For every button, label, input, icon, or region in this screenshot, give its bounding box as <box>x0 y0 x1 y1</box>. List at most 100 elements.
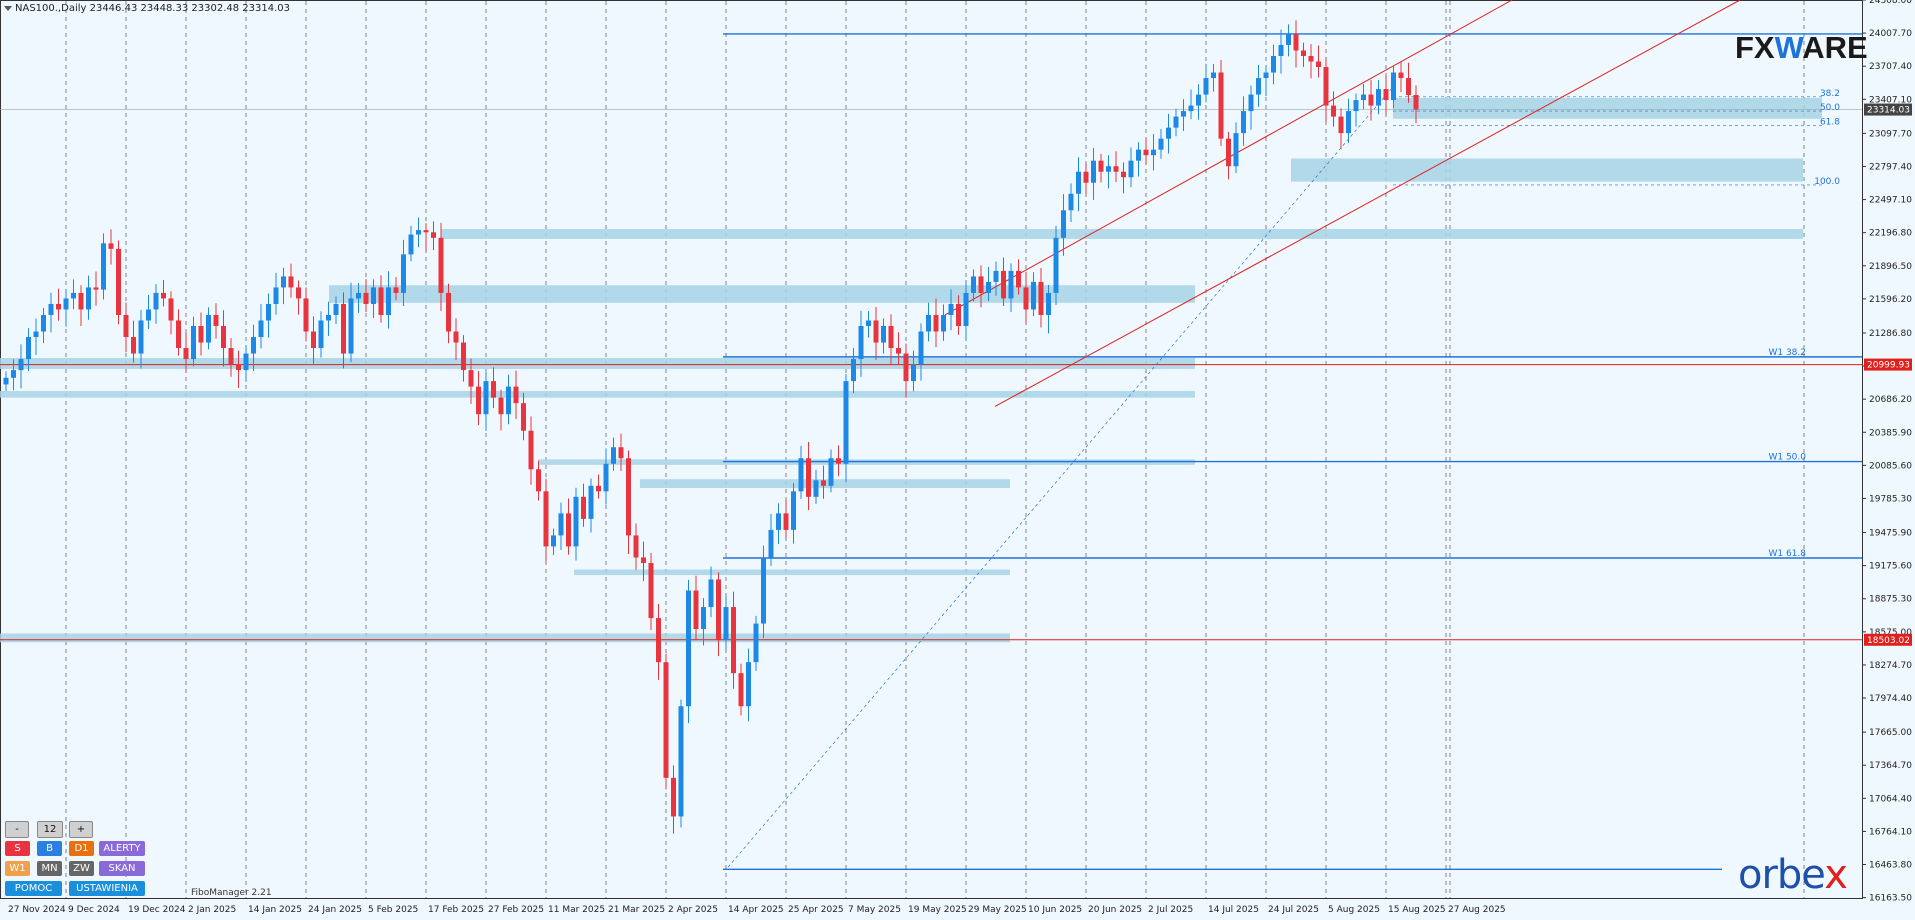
candle-body <box>446 292 451 332</box>
indicator-label: FiboManager 2.21 <box>191 888 272 898</box>
price-tick-label: 16163.50 <box>1869 894 1912 904</box>
candle-body <box>1248 94 1254 112</box>
candle-body <box>1023 287 1029 310</box>
candle-body <box>1391 72 1396 101</box>
candle-body <box>798 458 804 492</box>
candle-body <box>161 292 166 299</box>
candle-body <box>423 230 429 233</box>
candle-body <box>191 326 196 360</box>
candle-body <box>641 557 646 563</box>
candle-body <box>1031 281 1036 310</box>
candle-body <box>843 381 849 464</box>
candle-body <box>1173 116 1179 128</box>
candle-body <box>326 314 331 321</box>
chart-header: NAS100.,Daily 23446.43 23448.33 23302.48… <box>4 3 290 14</box>
candle-body <box>573 496 579 547</box>
mn-button[interactable]: MN <box>37 861 62 876</box>
candle-body <box>273 287 279 304</box>
date-tick-label: 15 Aug 2025 <box>1388 905 1446 915</box>
candle-body <box>723 607 729 641</box>
candle-body <box>1361 94 1366 101</box>
fib-label: 38.2 <box>1820 89 1840 99</box>
candle-body <box>618 447 624 459</box>
candle-body <box>228 348 234 365</box>
date-tick-label: 7 May 2025 <box>848 905 901 915</box>
candle-body <box>528 430 534 470</box>
price-tick-label: 21286.80 <box>1869 329 1912 339</box>
candle-body <box>198 326 204 343</box>
candle-body <box>1136 149 1141 161</box>
candle-body <box>26 337 31 360</box>
candle-body <box>311 331 316 349</box>
support-zone <box>0 357 1195 369</box>
candle-body <box>1376 89 1381 106</box>
candle-body <box>768 529 774 558</box>
candle-body <box>1091 160 1096 183</box>
candle-body <box>948 303 954 315</box>
candle-body <box>371 287 376 304</box>
candle-body <box>1188 105 1194 112</box>
candle-body <box>101 243 106 290</box>
candle-body <box>461 342 466 371</box>
candle-body <box>86 287 91 310</box>
price-tick-label: 17364.70 <box>1869 761 1912 771</box>
date-tick-label: 11 Mar 2025 <box>548 905 605 915</box>
support-zone <box>441 229 1803 239</box>
candle-body <box>866 320 871 327</box>
candle-body <box>438 237 444 293</box>
date-tick-label: 21 Mar 2025 <box>608 905 665 915</box>
channel-line <box>994 0 1741 407</box>
menu-triangle-icon[interactable] <box>4 5 12 11</box>
alerty-button[interactable]: ALERTY <box>99 841 145 856</box>
trend-line <box>727 86 1394 868</box>
candle-body <box>258 320 264 338</box>
price-tick-label: 22196.80 <box>1869 229 1912 239</box>
zw-button[interactable]: ZW <box>69 861 94 876</box>
candle-body <box>1233 133 1239 167</box>
skan-button[interactable]: SKAN <box>99 861 145 876</box>
candle-body <box>56 303 61 310</box>
price-tick-label: 16764.10 <box>1869 827 1912 837</box>
candle-body <box>881 326 886 343</box>
increase-button[interactable]: + <box>69 821 93 838</box>
candle-body <box>1218 72 1224 139</box>
candle-body <box>693 590 699 630</box>
d1-button[interactable]: D1 <box>69 841 94 856</box>
buy-button[interactable]: B <box>37 841 62 856</box>
candle-body <box>11 370 16 378</box>
sell-button[interactable]: S <box>5 841 30 856</box>
candle-body <box>633 535 639 558</box>
price-tag-current-label: 23314.03 <box>1867 106 1910 116</box>
pomoc-button[interactable]: POMOC <box>5 881 62 896</box>
candle-body <box>48 303 54 315</box>
candle-body <box>926 314 931 332</box>
candle-body <box>453 331 459 343</box>
candle-body <box>63 298 69 310</box>
candle-body <box>708 579 714 608</box>
date-tick-label: 14 Jan 2025 <box>248 905 302 915</box>
ustawienia-button[interactable]: USTAWIENIA <box>69 881 145 896</box>
candle-body <box>656 618 661 663</box>
date-tick-label: 20 Jun 2025 <box>1088 905 1142 915</box>
count-field[interactable]: 12 <box>37 821 63 838</box>
candle-body <box>716 579 721 641</box>
date-tick-label: 14 Apr 2025 <box>728 905 784 915</box>
candle-body <box>116 248 121 315</box>
candle-body <box>483 381 489 415</box>
candle-body <box>918 331 924 365</box>
w1-button[interactable]: W1 <box>5 861 30 876</box>
price-tick-label: 17665.00 <box>1869 728 1912 738</box>
candle-body <box>1256 78 1261 95</box>
price-tick-label: 20085.60 <box>1869 461 1912 471</box>
decrease-button[interactable]: - <box>5 821 29 838</box>
candle-body <box>783 513 789 530</box>
date-tick-label: 14 Jul 2025 <box>1208 905 1259 915</box>
candle-body <box>33 331 39 338</box>
candle-body <box>993 270 999 282</box>
support-zone <box>0 633 1010 643</box>
level-label: W1 61.8 <box>1768 549 1806 559</box>
candle-body <box>1301 50 1306 56</box>
candle-body <box>791 491 796 530</box>
candle-body <box>266 303 271 321</box>
